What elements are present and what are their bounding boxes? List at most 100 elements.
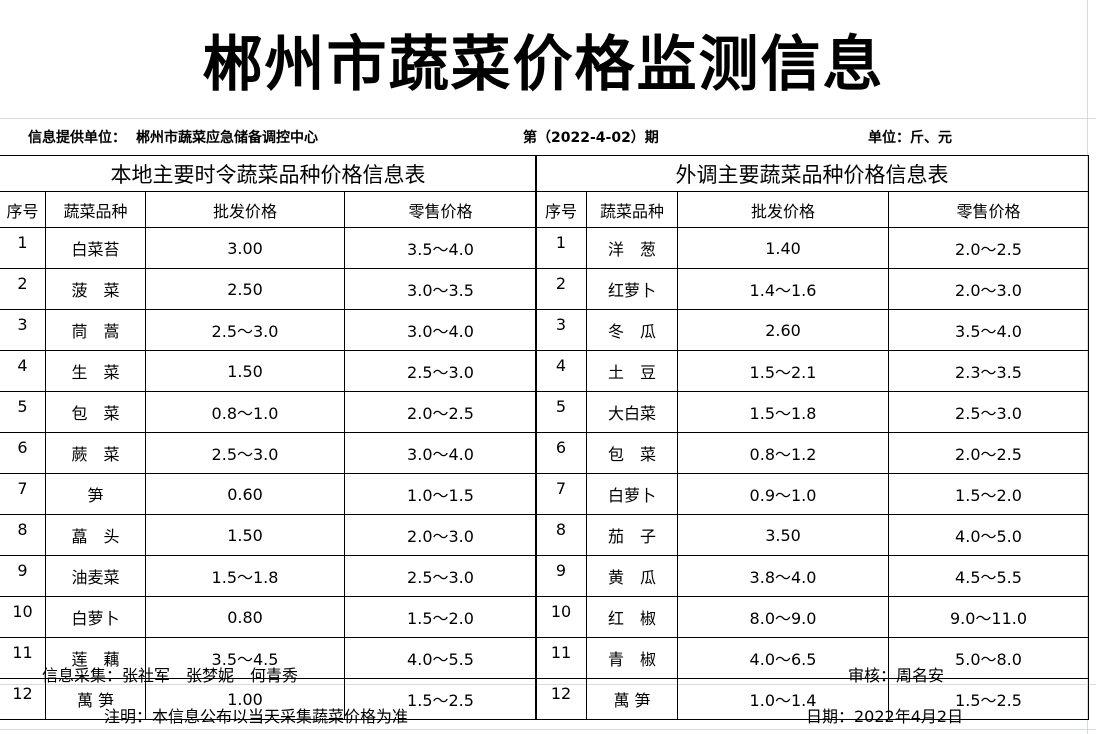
wholesale-price: 0.80 — [145, 596, 345, 638]
wholesale-price: 0.8～1.2 — [677, 432, 889, 474]
row-index: 10 — [0, 596, 46, 638]
variety: 大白菜 — [586, 391, 678, 433]
wholesale-price: 3.00 — [145, 227, 345, 269]
row-index: 5 — [0, 391, 46, 433]
wholesale-price: 2.50 — [145, 268, 345, 310]
wholesale-price: 2.5～3.0 — [145, 309, 345, 351]
table-row: 1 白菜苔 3.00 3.5～4.0 — [0, 227, 537, 269]
retail-price: 3.0～3.5 — [344, 268, 537, 310]
row-index: 8 — [0, 514, 46, 556]
reviewer: 审核：周名安 — [848, 666, 945, 685]
variety: 菠 菜 — [45, 268, 146, 310]
retail-price: 4.0～5.0 — [888, 514, 1089, 556]
header-row: 序号 蔬菜品种 批发价格 零售价格 — [0, 191, 537, 228]
row-index: 4 — [535, 350, 587, 392]
wholesale-price: 3.8～4.0 — [677, 555, 889, 597]
wholesale-price: 0.9～1.0 — [677, 473, 889, 515]
local-price-table: 本地主要时令蔬菜品种价格信息表 序号 蔬菜品种 批发价格 零售价格 1 白菜苔 3.… — [0, 155, 537, 720]
page-title: 郴州市蔬菜价格监测信息 — [202, 29, 885, 100]
wholesale-price: 1.50 — [145, 514, 345, 556]
wholesale-price: 1.40 — [677, 227, 889, 269]
variety: 包 菜 — [586, 432, 678, 474]
row-index: 12 — [535, 678, 587, 720]
retail-price: 2.5～3.0 — [888, 391, 1089, 433]
retail-price: 3.5～4.0 — [888, 309, 1089, 351]
gridline — [0, 118, 1096, 119]
row-index: 4 — [0, 350, 46, 392]
variety: 蕨 菜 — [45, 432, 146, 474]
variety: 白萝卜 — [586, 473, 678, 515]
row-index: 5 — [535, 391, 587, 433]
wholesale-price: 1.0～1.4 — [677, 678, 889, 720]
provider-label: 信息提供单位： — [28, 129, 126, 146]
wholesale-price: 1.00 — [145, 678, 345, 720]
col-header-index: 序号 — [535, 191, 587, 228]
row-index: 9 — [0, 555, 46, 597]
row-index: 9 — [535, 555, 587, 597]
row-index: 3 — [535, 309, 587, 351]
retail-price: 2.0～3.0 — [888, 268, 1089, 310]
col-header-wholesale: 批发价格 — [677, 191, 889, 228]
wholesale-price: 2.60 — [677, 309, 889, 351]
row-index: 6 — [535, 432, 587, 474]
col-header-index: 序号 — [0, 191, 46, 228]
variety: 白菜苔 — [45, 227, 146, 269]
col-header-retail: 零售价格 — [888, 191, 1089, 228]
variety: 藠 头 — [45, 514, 146, 556]
retail-price: 1.5～2.0 — [888, 473, 1089, 515]
table-row: 11 青 椒 4.0～6.5 5.0～8.0 — [535, 637, 1089, 679]
retail-price: 1.5～2.0 — [344, 596, 537, 638]
note: 注明：本信息公布以当天采集蔬菜价格为准 — [104, 707, 409, 726]
variety: 红萝卜 — [586, 268, 678, 310]
row-index: 7 — [535, 473, 587, 515]
retail-price: 2.0～2.5 — [888, 227, 1089, 269]
row-index: 2 — [535, 268, 587, 310]
row-index: 7 — [0, 473, 46, 515]
wholesale-price: 1.5～1.8 — [677, 391, 889, 433]
retail-price: 2.0～2.5 — [344, 391, 537, 433]
retail-price: 2.3～3.5 — [888, 350, 1089, 392]
retail-price: 2.5～3.0 — [344, 555, 537, 597]
variety: 包 菜 — [45, 391, 146, 433]
wholesale-price: 1.50 — [145, 350, 345, 392]
wholesale-price: 0.60 — [145, 473, 345, 515]
row-index: 3 — [0, 309, 46, 351]
variety: 油麦菜 — [45, 555, 146, 597]
col-header-variety: 蔬菜品种 — [45, 191, 146, 228]
variety: 茄 子 — [586, 514, 678, 556]
table-row: 7 白萝卜 0.9～1.0 1.5～2.0 — [535, 473, 1089, 515]
table-row: 2 红萝卜 1.4～1.6 2.0～3.0 — [535, 268, 1089, 310]
collectors: 信息采集：张社军 张梦妮 何青秀 — [42, 666, 299, 685]
row-index: 11 — [0, 637, 46, 679]
wholesale-price: 8.0～9.0 — [677, 596, 889, 638]
retail-price: 1.5～2.5 — [344, 678, 537, 720]
row-index: 6 — [0, 432, 46, 474]
variety: 黄 瓜 — [586, 555, 678, 597]
provider-name: 郴州市蔬菜应急储备调控中心 — [136, 129, 318, 146]
wholesale-price: 0.8～1.0 — [145, 391, 345, 433]
retail-price: 3.5～4.0 — [344, 227, 537, 269]
variety: 青 椒 — [586, 637, 678, 679]
retail-price: 4.5～5.5 — [888, 555, 1089, 597]
col-header-variety: 蔬菜品种 — [586, 191, 678, 228]
table-row: 12 萬 笋 1.00 1.5～2.5 — [0, 678, 537, 720]
wholesale-price: 1.4～1.6 — [677, 268, 889, 310]
table-row: 9 油麦菜 1.5～1.8 2.5～3.0 — [0, 555, 537, 597]
wholesale-price: 3.50 — [677, 514, 889, 556]
retail-price: 3.0～4.0 — [344, 432, 537, 474]
col-header-wholesale: 批发价格 — [145, 191, 345, 228]
variety: 洋 葱 — [586, 227, 678, 269]
date: 日期：2022年4月2日 — [806, 707, 964, 726]
